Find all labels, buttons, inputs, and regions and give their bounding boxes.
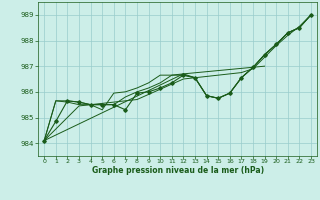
X-axis label: Graphe pression niveau de la mer (hPa): Graphe pression niveau de la mer (hPa)	[92, 166, 264, 175]
